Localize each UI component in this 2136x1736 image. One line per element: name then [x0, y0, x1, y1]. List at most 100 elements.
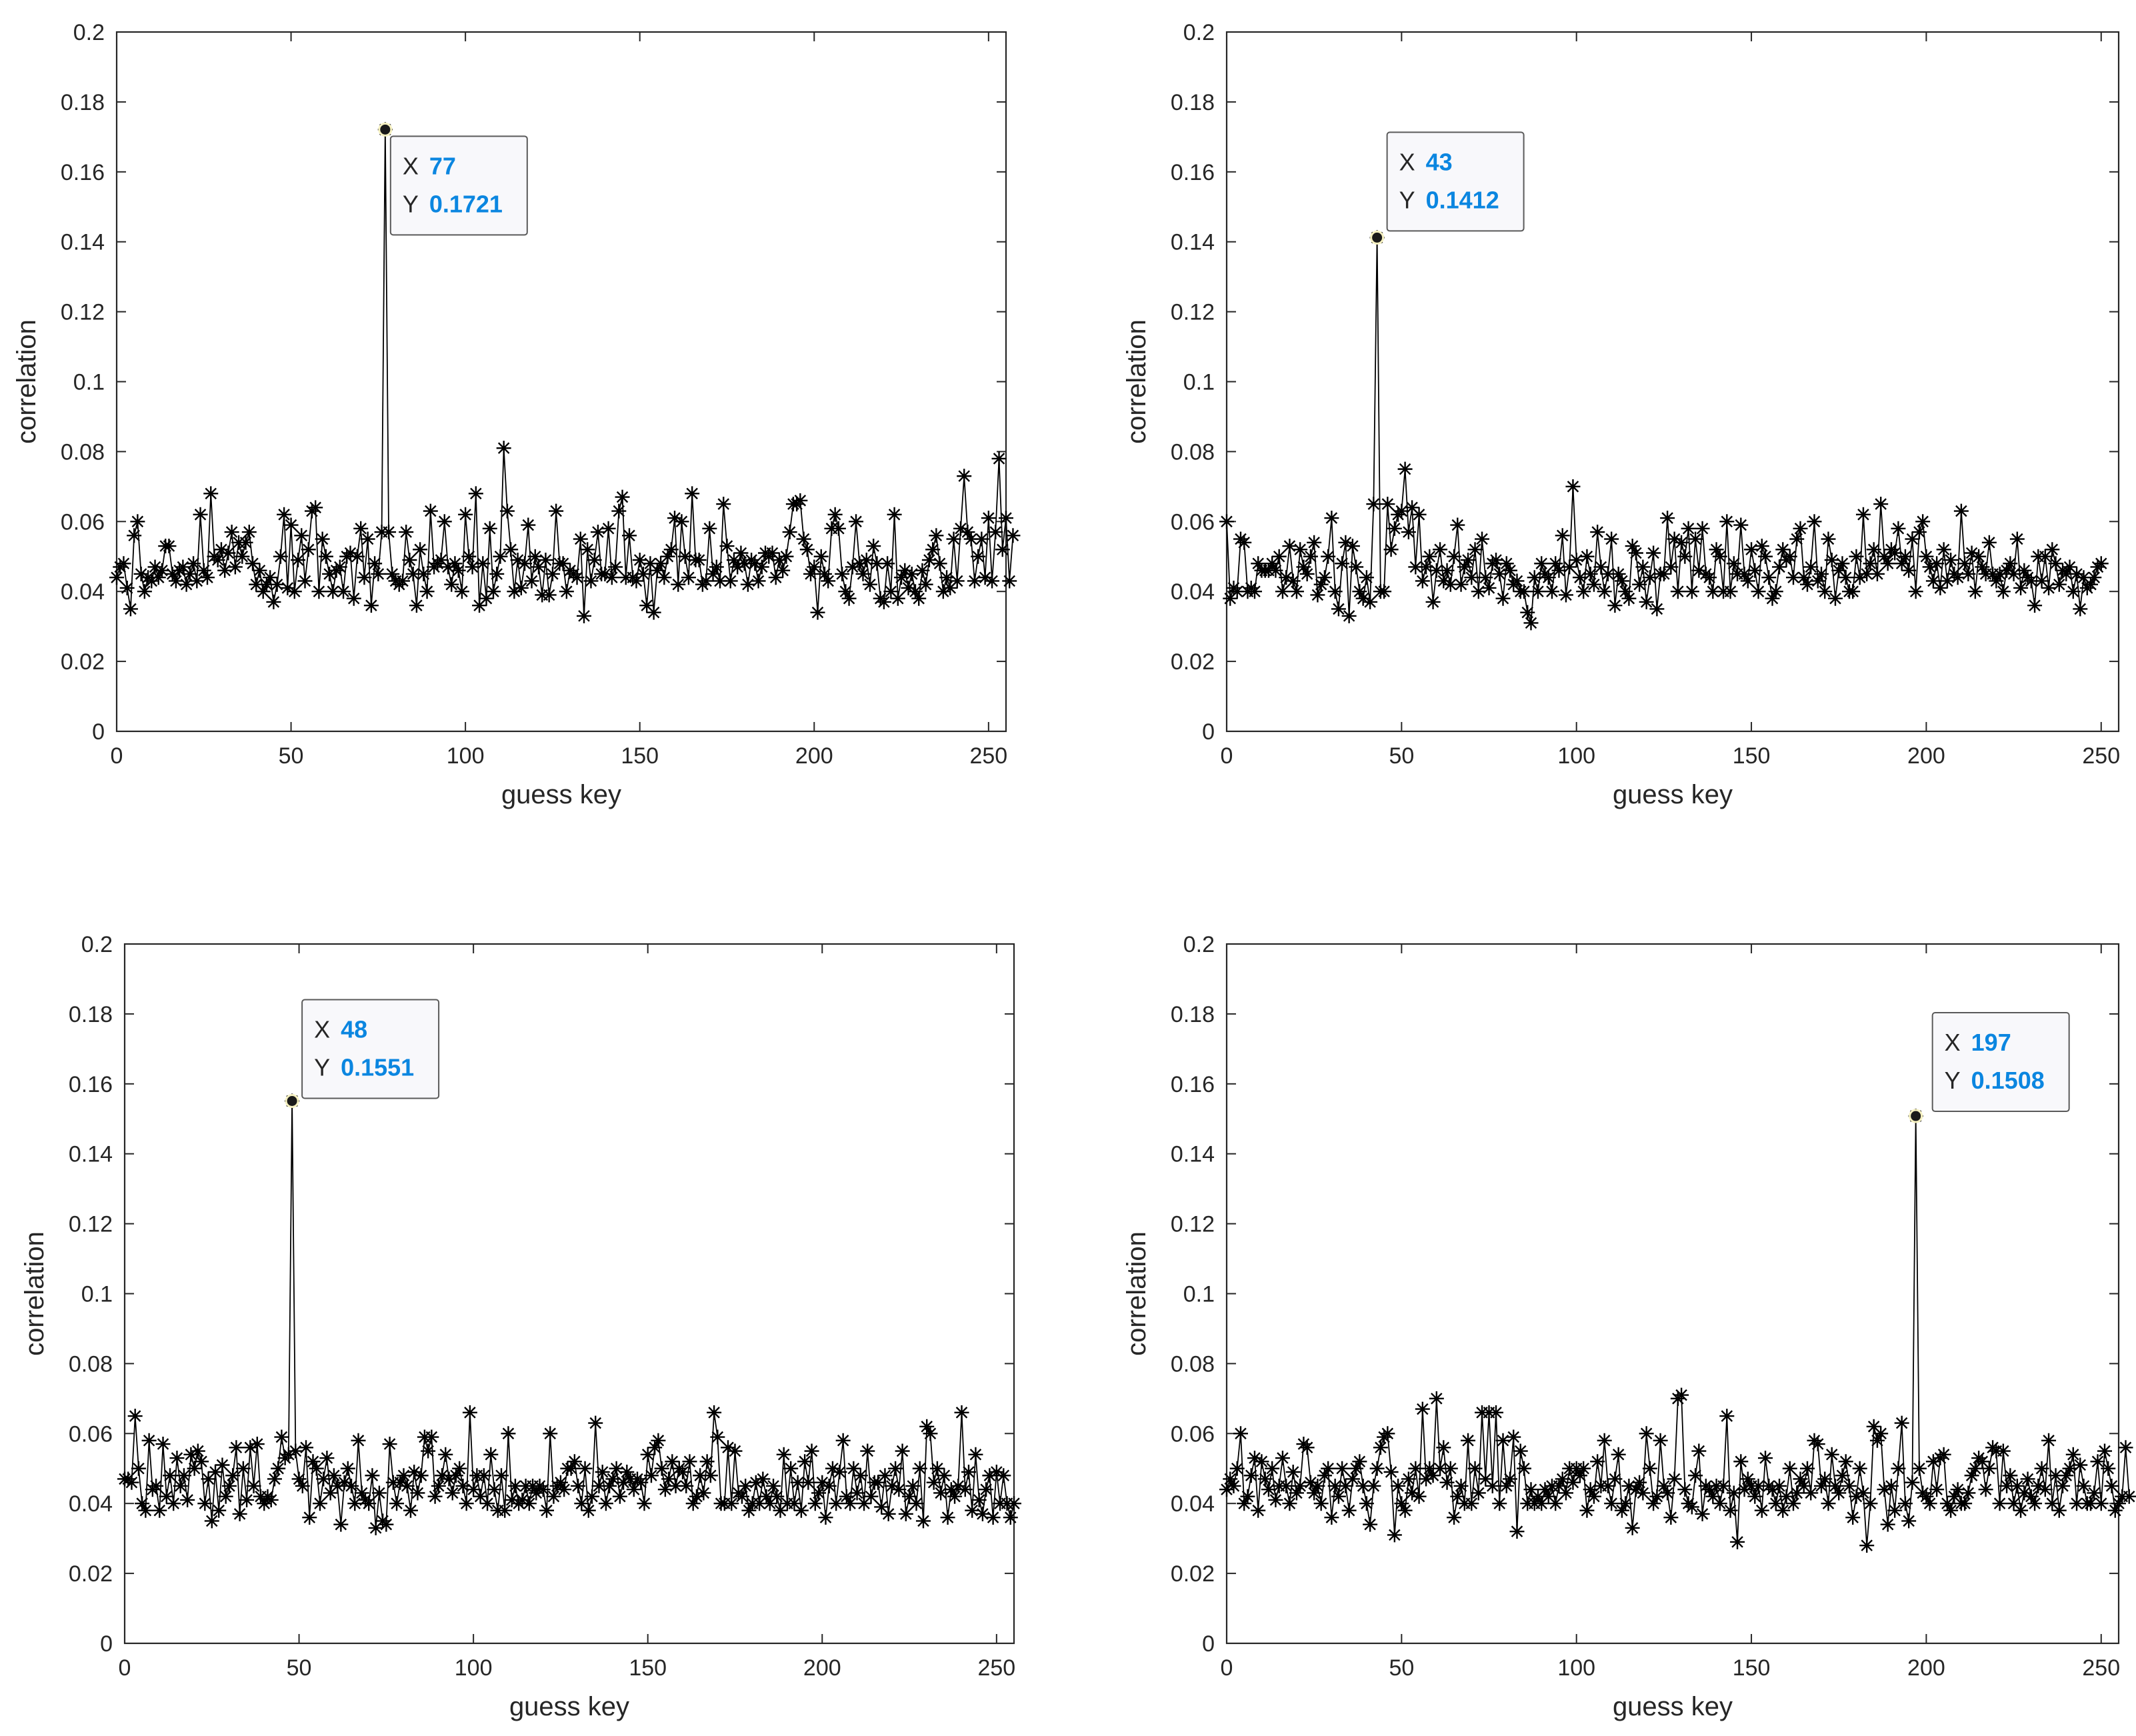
data-point-marker	[410, 1485, 425, 1501]
data-point-marker	[1989, 573, 2004, 589]
data-point-marker	[1261, 1482, 1276, 1497]
datatip-anchor-point[interactable]	[378, 122, 393, 137]
data-point-marker	[371, 1485, 387, 1501]
data-point-marker	[762, 1496, 777, 1511]
datatip[interactable]: X 43 Y 0.1412	[1370, 131, 1525, 245]
data-point-marker	[1866, 542, 1881, 557]
data-point-marker	[1852, 570, 1867, 585]
data-point-marker	[619, 1465, 635, 1479]
data-point-marker	[365, 1468, 380, 1483]
data-point-marker	[932, 556, 947, 571]
data-point-marker	[926, 1475, 941, 1490]
data-point-marker	[751, 573, 766, 589]
data-point-marker	[2093, 1496, 2109, 1511]
data-point-marker	[1551, 563, 1567, 578]
y-tick-label: 0.08	[1171, 1351, 1215, 1377]
data-point-marker	[168, 573, 183, 589]
data-point-marker	[1331, 601, 1346, 617]
data-point-marker	[1855, 1485, 1871, 1501]
y-tick-label: 0.18	[1171, 1002, 1215, 1027]
x-tick-label: 100	[1557, 1655, 1595, 1681]
data-point-marker	[1422, 549, 1437, 564]
data-point-marker	[169, 1451, 185, 1466]
x-tick-label: 100	[1557, 743, 1595, 769]
datatip[interactable]: X 77 Y 0.1721	[378, 122, 528, 236]
data-point-marker	[1268, 1492, 1283, 1507]
datatip[interactable]: X 197 Y 0.1508	[1909, 1012, 2070, 1123]
data-point-marker	[643, 556, 658, 571]
data-point-marker	[1366, 497, 1381, 512]
data-point-marker	[458, 507, 473, 522]
data-point-marker	[598, 1496, 613, 1511]
data-point-marker	[696, 1485, 711, 1501]
data-point-marker	[1453, 1478, 1469, 1493]
data-point-marker	[821, 573, 836, 589]
y-tick-label: 0.06	[1171, 1421, 1215, 1447]
data-point-marker	[1789, 1485, 1805, 1501]
data-point-marker	[1905, 531, 1920, 547]
data-point-marker	[775, 563, 791, 578]
data-point-marker	[269, 577, 285, 592]
data-point-marker	[817, 566, 832, 581]
data-point-marker	[1433, 1461, 1448, 1476]
data-point-marker	[921, 552, 937, 567]
data-point-marker	[1939, 1496, 1955, 1511]
data-point-marker	[1747, 1489, 1763, 1504]
data-point-marker	[1285, 1465, 1301, 1479]
data-point-marker	[1373, 1440, 1388, 1455]
data-point-marker	[622, 528, 637, 543]
data-point-marker	[960, 525, 975, 540]
data-point-marker	[1943, 552, 1959, 567]
data-point-marker	[1723, 1503, 1738, 1518]
data-point-marker	[413, 1468, 429, 1483]
data-point-marker	[801, 1475, 816, 1490]
data-point-marker	[1628, 545, 1643, 561]
data-point-marker	[349, 549, 365, 564]
data-point-marker	[727, 1443, 743, 1459]
datatip-anchor-point[interactable]	[1370, 230, 1385, 245]
data-point-marker	[325, 584, 341, 599]
data-point-marker	[1219, 514, 1234, 529]
data-point-marker	[2073, 601, 2088, 617]
data-point-marker	[2017, 1485, 2032, 1501]
data-point-marker	[1349, 1461, 1364, 1476]
datatip-anchor-point[interactable]	[1909, 1109, 1923, 1123]
data-point-marker	[609, 1461, 624, 1476]
data-point-marker	[1897, 549, 1913, 564]
data-point-marker	[860, 1443, 875, 1459]
data-point-marker	[1338, 535, 1353, 550]
data-point-marker	[616, 1475, 631, 1490]
data-point-marker	[979, 1482, 994, 1497]
data-point-marker	[1999, 563, 2015, 578]
data-point-marker	[1425, 1468, 1441, 1483]
data-point-marker	[283, 517, 299, 533]
data-point-marker	[2041, 1433, 2057, 1448]
y-tick-label: 0.06	[69, 1421, 113, 1447]
data-point-marker	[2009, 1478, 2025, 1493]
data-point-marker	[1363, 594, 1378, 609]
data-point-marker	[1929, 1482, 1945, 1497]
y-tick-label: 0.16	[1171, 160, 1215, 185]
data-point-marker	[569, 570, 585, 585]
data-point-marker	[1681, 521, 1696, 536]
data-point-marker	[1891, 1461, 1906, 1476]
datatip-anchor-point[interactable]	[285, 1094, 299, 1109]
data-point-marker	[915, 1513, 931, 1529]
data-point-marker	[1478, 570, 1493, 585]
data-point-marker	[668, 1478, 683, 1493]
data-point-marker	[176, 1468, 191, 1483]
data-point-marker	[448, 1468, 463, 1483]
data-point-marker	[332, 559, 347, 575]
data-point-marker	[149, 1478, 164, 1493]
data-point-marker	[182, 566, 197, 581]
data-point-marker	[1835, 1468, 1850, 1483]
data-point-marker	[1499, 1478, 1514, 1493]
data-point-marker	[2055, 1478, 2071, 1493]
data-point-marker	[475, 556, 491, 571]
data-point-marker	[1779, 1489, 1794, 1504]
data-point-marker	[1572, 570, 1587, 585]
datatip[interactable]: X 48 Y 0.1551	[285, 999, 440, 1109]
y-tick-label: 0.04	[69, 1491, 113, 1517]
data-point-marker	[299, 1440, 314, 1455]
data-point-marker	[1824, 1447, 1839, 1462]
